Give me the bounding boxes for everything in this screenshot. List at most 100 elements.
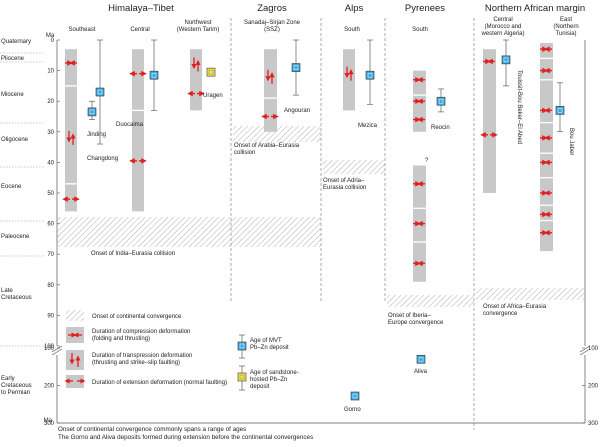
legend-mvt-icon [237,334,247,359]
transpression-arrow-icon [344,66,354,81]
legend-sandstone-icon [237,365,247,391]
band-africa-central [483,49,496,194]
axis-unit-bottom: Ma [44,418,53,424]
band-alps [343,49,355,111]
deposit-label-gorno: Gorno [344,407,361,413]
mezica-deposit-icon [365,39,375,105]
legend-label-transpression: Duration of transpression deformation (th… [92,353,192,366]
tick-label: 300 [44,421,55,427]
jinding-deposit-icon [87,100,97,120]
deposit-label-uragen: Uragen [203,93,223,99]
tick-label: 0 [51,38,55,44]
axis-ticks-upper: 0 10 20 30 40 50 60 70 80 90 100 [44,38,60,350]
tick-label-right: 300 [588,421,599,427]
legend-label-compression: Duration of compression deformation (fold… [92,329,190,342]
epoch-early-cretaceous: Early Cretaceous to Permian [1,376,32,396]
adria-collision-band [323,160,385,174]
aliva-deposit-icon [416,354,426,364]
deformation-bands [62,43,553,282]
note-1: Onset of continental convergence commonl… [58,426,246,433]
legend-swatch-transpression [66,350,84,370]
tick-label: 20 [47,99,54,105]
iberia-collision-label: Onset of Iberia– Europe convergence [388,313,444,326]
uragen-deposit-icon [206,67,216,77]
tick-label: 40 [47,160,54,166]
tick-label: 200 [44,384,55,390]
legend-swatch-extension [66,375,84,388]
tick-label: 100 [44,346,55,352]
epoch-paleocene: Paleocene [1,234,30,240]
sub-title-africa-east: East (Northern Tunisia) [553,17,578,37]
epoch-miocene: Miocene [1,92,24,98]
epoch-pliocene: Pliocene [1,56,25,62]
tick-label: 90 [47,313,54,319]
note-2: The Gorno and Aliva deposits formed duri… [58,434,313,441]
tick-label: 10 [47,69,54,75]
tick-label: 60 [47,222,54,228]
angouran-deposit-icon [291,39,301,96]
duocaima-deposit-icon [149,39,159,111]
legend-label-extension: Duration of extension deformation (norma… [92,380,227,386]
legend: Onset of continental convergence Duratio… [64,310,299,391]
deposit-label-jinding: Jinding [87,132,106,138]
reocin-deposit-icon [436,88,446,113]
changdong-deposit-icon [95,39,105,145]
tick-label: 80 [47,283,54,289]
sub-title-central: Central [130,27,149,33]
sub-title-alps-south: South [344,27,360,33]
transpression-arrow-icon [265,69,275,84]
sub-title-northwest: Northwest (Western Tarim) [177,20,219,33]
legend-label-convergence: Onset of continental convergence [92,314,182,320]
epoch-eocene: Eocene [1,184,22,190]
epoch-oligocene: Oligocene [1,137,29,143]
band-northwest [190,49,202,111]
band-southeast [65,49,77,212]
africa-collision-band [476,288,584,300]
deposit-label-reocin: Reocin [431,125,450,131]
group-title-zagros: Zagros [257,3,287,14]
deposit-markers [87,39,565,401]
india-collision-band [57,217,321,247]
frame [51,40,591,424]
legend-label-sandstone: Age of sandstone-hosted Pb–Zn deposit [250,370,299,390]
epoch-late-cretaceous: Late Cretaceous [1,288,32,301]
band-africa-east [540,43,553,252]
tick-label-right: 200 [588,384,599,390]
sub-title-pyrenees-south: South [412,27,428,33]
legend-label-mvt: Age of MVT Pb–Zn deposit [250,338,289,351]
deposit-label-changdong: Changdong [87,156,118,162]
deposit-label-angouran: Angouran [284,108,310,114]
epoch-separators [0,52,45,347]
africa-collision-label: Onset of Africa–Eurasia convergence [483,304,547,317]
sub-title-africa-central: Central (Morocco and western Algeria) [480,17,524,37]
question-mark: ? [425,158,429,164]
group-title-alps: Alps [345,3,364,14]
deposit-label-aliva: Aliva [414,369,428,375]
band-central [132,49,144,212]
group-title-africa: Northern African margin [485,3,585,14]
transpression-arrow-icon [191,57,201,72]
tick-label: 30 [47,130,54,136]
band-ssz [264,49,277,132]
sub-title-ssz: Sanadaj–Sirjan Zone (SSZ) [244,20,301,33]
touissit-deposit-icon [501,39,511,87]
sub-title-southeast: Southeast [68,27,95,33]
boujaber-deposit-icon [555,82,565,133]
epoch-quaternary: Quaternary [1,39,31,45]
tick-label: 50 [47,191,54,197]
tick-label: 70 [47,252,54,258]
deposit-label-mezica: Mezica [358,123,378,129]
deposit-label-touissit: Touissit-Bou Beker–El Abed [516,70,522,144]
india-collision-label: Onset of India–Eurasia collision [91,251,175,257]
tick-label-right: 100 [588,346,599,352]
legend-swatch-convergence [66,310,84,321]
group-title-pyrenees: Pyrenees [405,3,445,14]
axis-unit-top: Ma [46,33,55,39]
arabia-collision-label: Onset of Arabia–Eurasia collision [234,143,300,156]
legend-transpression-arrow-icon [69,353,81,367]
group-title-himalaya: Himalaya–Tibet [108,3,174,14]
tick-label: 100 [44,344,55,350]
arabia-collision-band [233,126,321,142]
adria-collision-label: Onset of Adria– Eurasia collision [323,178,366,191]
